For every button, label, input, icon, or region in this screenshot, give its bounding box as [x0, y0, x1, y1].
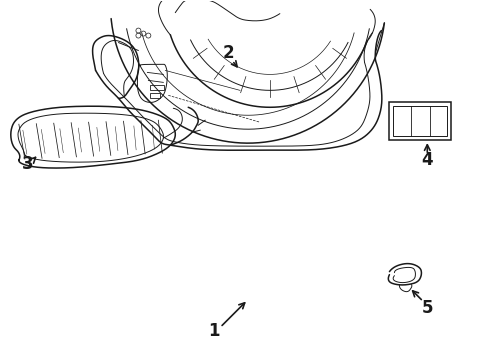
Text: 4: 4 [421, 151, 433, 169]
Text: 5: 5 [421, 298, 433, 316]
Text: 2: 2 [222, 45, 234, 63]
Bar [393, 106, 447, 136]
Text: 3: 3 [22, 155, 34, 173]
Bar [390, 102, 451, 140]
Text: 1: 1 [208, 323, 220, 341]
